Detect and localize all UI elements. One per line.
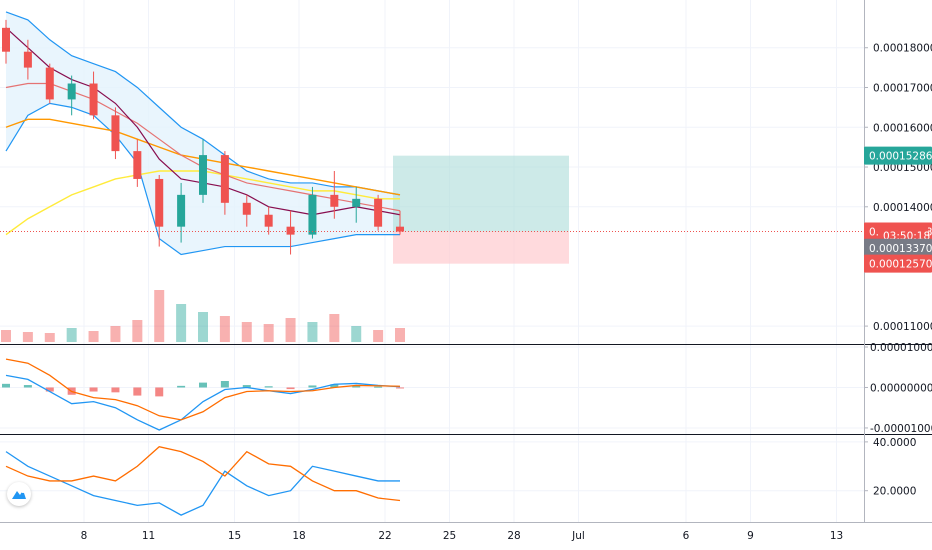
macd-histogram-bar bbox=[23, 385, 32, 388]
volume-bar bbox=[22, 332, 33, 342]
price-scale[interactable]: 0.00018000 0.00017000 0.00016000 0.00015000… bbox=[864, 43, 932, 498]
volume-bar bbox=[66, 328, 77, 342]
volume-bar bbox=[373, 330, 384, 342]
logo-glyph bbox=[12, 489, 26, 499]
volume-bar bbox=[351, 326, 362, 342]
macd-signal-line bbox=[5, 358, 401, 421]
time-axis-label: 13 bbox=[830, 530, 843, 542]
time-axis-label: 28 bbox=[507, 530, 520, 542]
time-axis-label: 18 bbox=[292, 530, 305, 542]
bollinger-band-fill bbox=[6, 11, 400, 255]
macd-histogram-bar bbox=[111, 387, 120, 393]
candle-body[interactable] bbox=[199, 155, 207, 195]
time-axis-label: 6 bbox=[683, 530, 690, 542]
time-axis-label: 8 bbox=[81, 530, 88, 542]
candle-body[interactable] bbox=[286, 226, 295, 235]
macd-tick-label: 0.00001000 bbox=[870, 342, 932, 354]
volume-bar bbox=[176, 304, 187, 342]
price-tick-label: 0.00015000 bbox=[873, 162, 932, 174]
candle-body[interactable] bbox=[155, 178, 164, 227]
candle-body[interactable] bbox=[177, 194, 186, 227]
macd-histogram-bar bbox=[177, 385, 186, 388]
volume-bar bbox=[132, 320, 143, 342]
time-axis-label: 15 bbox=[228, 530, 241, 542]
candle-body[interactable] bbox=[220, 155, 229, 203]
candle-body[interactable] bbox=[133, 151, 142, 179]
candle-body[interactable] bbox=[67, 83, 76, 100]
price-tag[interactable] bbox=[864, 146, 932, 165]
price-tag-label: 0.00015286 bbox=[869, 151, 932, 163]
macd-histogram-bar bbox=[2, 383, 10, 388]
price-tag-label: 0.00013370 bbox=[869, 243, 932, 255]
volume-bar bbox=[263, 324, 274, 342]
dmi-tick-label: 20.0000 bbox=[873, 486, 916, 498]
macd-histogram-bar bbox=[242, 385, 251, 388]
macd-histogram-bar bbox=[220, 381, 229, 388]
volume-bar bbox=[307, 322, 318, 342]
volume-bar bbox=[154, 290, 165, 342]
macd-histogram-bar bbox=[352, 385, 361, 388]
macd-histogram-bar bbox=[155, 387, 164, 397]
candle-body[interactable] bbox=[374, 198, 383, 227]
volume-bar bbox=[198, 312, 208, 342]
volume-bar bbox=[88, 331, 99, 342]
volume-bar bbox=[219, 316, 230, 342]
candle-body[interactable] bbox=[330, 194, 339, 207]
volume-bar bbox=[285, 318, 296, 342]
time-axis-label: Jul bbox=[571, 530, 585, 542]
volume-bar bbox=[395, 328, 405, 342]
price-tick-label: 0.00011000 bbox=[873, 321, 932, 333]
volume-bar bbox=[241, 322, 252, 342]
volume-bar bbox=[110, 326, 121, 342]
macd-histogram-bar bbox=[308, 385, 317, 388]
price-tag-label: 0.00012570 bbox=[869, 259, 932, 271]
time-axis-label: 9 bbox=[747, 530, 754, 542]
macd-tick-label: 0.00000000 bbox=[870, 382, 932, 394]
time-axis-label: 11 bbox=[142, 530, 155, 542]
macd-histogram-bar bbox=[374, 386, 383, 388]
candle-body[interactable] bbox=[89, 83, 98, 116]
chart-panes bbox=[0, 11, 864, 516]
candle-body[interactable] bbox=[45, 67, 54, 100]
macd-line bbox=[5, 374, 401, 431]
macd-histogram-bar bbox=[286, 387, 295, 390]
time-axis[interactable]: 8 11 15 18 22 25 28 Jul 6 9 13 bbox=[81, 530, 844, 542]
macd-histogram-bar bbox=[45, 387, 54, 392]
candle-body[interactable] bbox=[242, 202, 251, 215]
price-tag[interactable] bbox=[864, 254, 932, 273]
dmi-plus-line bbox=[5, 451, 400, 516]
time-axis-label: 25 bbox=[443, 530, 456, 542]
time-axis-label: 22 bbox=[378, 530, 391, 542]
volume-bar bbox=[329, 314, 340, 342]
price-tick-label: 0.00018000 bbox=[873, 43, 932, 55]
candle-body[interactable] bbox=[352, 198, 361, 207]
tradingview-logo-icon[interactable] bbox=[7, 482, 31, 506]
candle-body[interactable] bbox=[111, 115, 120, 152]
volume-bar bbox=[44, 333, 55, 342]
price-tick-label: 0.00016000 bbox=[873, 122, 932, 134]
position-loss-zone[interactable] bbox=[393, 231, 569, 264]
macd-tick-label: -0.00001000 bbox=[870, 423, 932, 435]
volume-bar bbox=[1, 330, 11, 342]
price-tick-label: 0.00017000 bbox=[873, 82, 932, 94]
candle-body[interactable] bbox=[2, 27, 10, 52]
position-profit-zone[interactable] bbox=[393, 155, 569, 232]
macd-histogram-bar bbox=[264, 386, 273, 388]
candle-body[interactable] bbox=[23, 51, 32, 68]
dmi-minus-line bbox=[5, 446, 401, 502]
price-tick-label: 0.00014000 bbox=[873, 202, 932, 214]
candle-body[interactable] bbox=[396, 226, 404, 232]
dmi-tick-label: 40.0000 bbox=[873, 437, 916, 449]
candle-body[interactable] bbox=[308, 194, 317, 235]
price-tag[interactable] bbox=[864, 238, 932, 257]
macd-histogram-bar bbox=[89, 387, 98, 392]
macd-histogram-bar bbox=[199, 382, 207, 388]
macd-histogram-bar bbox=[396, 387, 404, 389]
candle-body[interactable] bbox=[264, 214, 273, 227]
macd-histogram-bar bbox=[133, 387, 142, 396]
macd-histogram-bar bbox=[330, 384, 339, 388]
